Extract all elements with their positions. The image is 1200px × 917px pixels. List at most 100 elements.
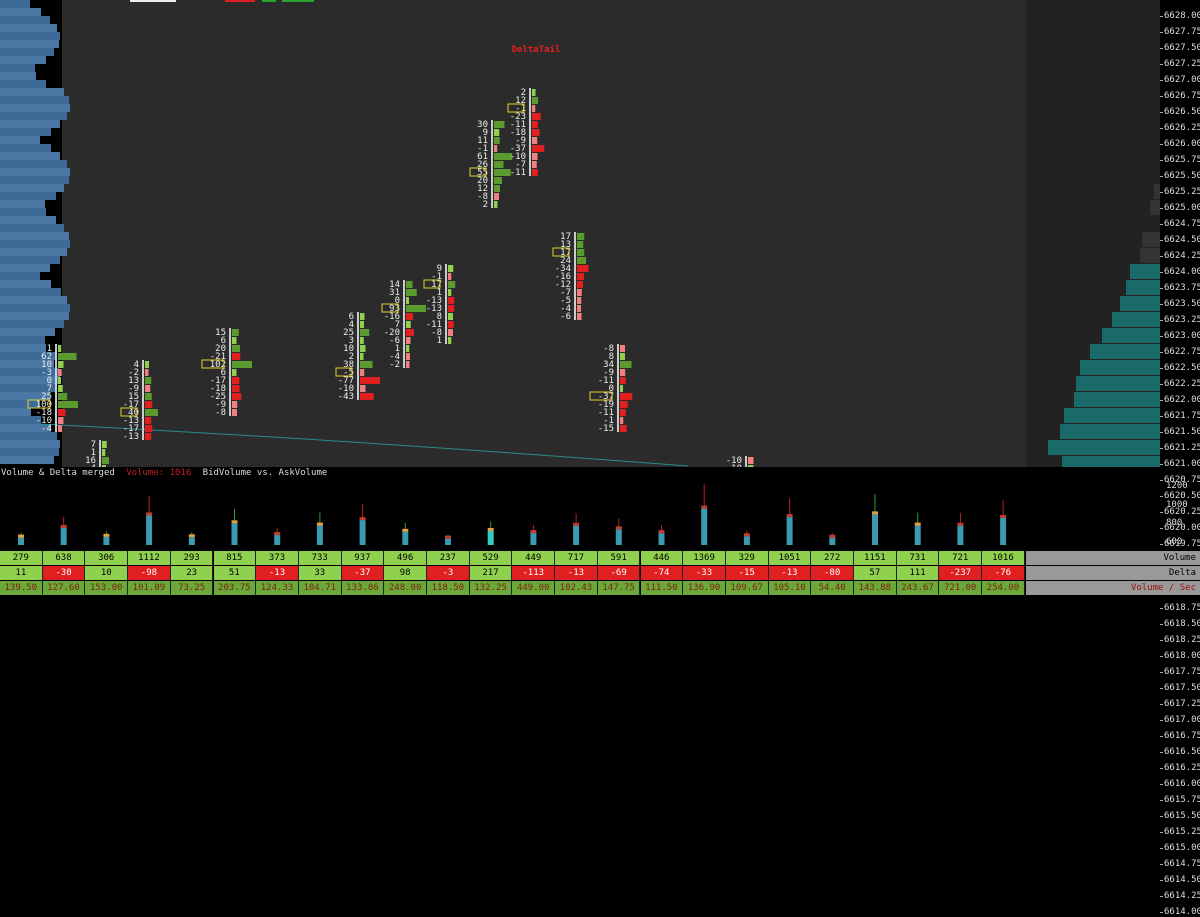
profile-bar [0, 104, 70, 112]
delta-value: 1 [437, 336, 442, 346]
delta-bar [448, 321, 454, 328]
price-tick-mark [1160, 240, 1163, 241]
volume-bar-group [658, 525, 665, 545]
delta-value: 15 [128, 392, 139, 402]
price-tick-label: 6623.25 [1164, 315, 1200, 325]
profile-bar [0, 168, 70, 176]
toolbar-tab-red[interactable] [225, 0, 255, 2]
profile-bar [0, 96, 69, 104]
delta-cap [872, 511, 878, 515]
volume-bar-group [60, 516, 67, 545]
delta-cap [914, 522, 921, 526]
delta-value: -10 [510, 152, 526, 162]
delta-bar [448, 265, 454, 272]
price-axis[interactable]: 6628.00 6627.75 6627.50 6627.25 6627.00 6626.… [1160, 0, 1200, 917]
delta-cap [957, 522, 964, 526]
delta-bar [620, 425, 627, 432]
delta-bar [494, 129, 500, 136]
delta-cell: -13 [768, 566, 812, 580]
volume_per_sec-cell: 449.00 [512, 581, 556, 595]
delta-value: 10 [731, 464, 742, 467]
delta-bar [232, 345, 240, 352]
price-tick-mark [1160, 112, 1163, 113]
price-tick-label: 6617.50 [1164, 683, 1200, 693]
delta-bar [360, 345, 366, 352]
price-tick-label: 6616.00 [1164, 779, 1200, 789]
delta-bar [145, 393, 152, 400]
profile-bar [0, 48, 54, 56]
toolbar-tab-green-small[interactable] [262, 0, 276, 2]
profile-bar [0, 416, 41, 424]
delta-bar [532, 105, 536, 112]
delta-bar [360, 393, 374, 400]
price-tick-mark [1160, 128, 1163, 129]
delta-cell: -3 [427, 566, 470, 580]
price-tick-label: 6614.75 [1164, 859, 1200, 869]
delta-value: -6 [389, 336, 400, 346]
price-tick-mark [1160, 192, 1163, 193]
delta-value: 25 [41, 392, 52, 402]
delta-cap [786, 514, 793, 518]
footprint-chart[interactable]: DeltaTail65-423671-204-4-116210-30725100… [0, 0, 1160, 467]
delta-bar [406, 353, 410, 360]
volume-bar-group [316, 512, 323, 545]
volume_per_sec-cell: 139.50 [0, 581, 43, 595]
delta-bar [494, 201, 498, 208]
delta-value: -13 [123, 416, 139, 426]
price-tick-mark [1160, 720, 1163, 721]
volume-bar [103, 536, 110, 545]
price-tick-mark [1160, 544, 1163, 545]
price-tick-label: 6614.50 [1164, 875, 1200, 885]
delta-value: 0 [47, 376, 52, 386]
delta-bar [532, 113, 541, 120]
delta-bar [145, 385, 151, 392]
poc-box [27, 399, 51, 409]
delta-cap [615, 526, 622, 530]
profile-bar [0, 304, 70, 312]
price-tick-label: 6614.00 [1164, 907, 1200, 917]
delta-value: 14 [389, 280, 400, 290]
profile-bar [0, 128, 51, 136]
delta-value: -13 [426, 296, 442, 306]
price-tick-mark [1160, 880, 1163, 881]
volume-bar [957, 525, 964, 545]
delta-bar [58, 425, 62, 432]
delta-bar [494, 121, 505, 128]
volume_per_sec-row-label: Volume / Sec [1026, 581, 1200, 595]
delta-bar [532, 145, 545, 152]
delta-value: 31 [389, 288, 400, 298]
price-tick-mark [1160, 208, 1163, 209]
delta-cap [402, 528, 409, 532]
delta-value: -25 [210, 392, 226, 402]
volume-cell: 638 [42, 551, 86, 565]
volume-cell: 306 [85, 551, 129, 565]
volume_per_sec-cell: 143.88 [854, 581, 897, 595]
delta-value: -9 [515, 136, 526, 146]
delta-bar [406, 305, 426, 312]
price-tick-label: 6620.25 [1164, 507, 1200, 517]
delta-bar [232, 377, 240, 384]
volume-bar [188, 537, 195, 545]
price-tick-label: 6619.75 [1164, 539, 1200, 549]
volume-cell: 279 [0, 551, 43, 565]
delta-value: 9 [437, 264, 442, 274]
candle-wick [529, 88, 531, 176]
price-tick-mark [1160, 640, 1163, 641]
delta-bar [577, 233, 585, 240]
volume-bar-group [872, 494, 878, 545]
poc-box [589, 391, 613, 401]
volume-bar [658, 533, 665, 545]
delta-value: 0 [609, 384, 614, 394]
volume-delta-pane[interactable] [0, 467, 1160, 550]
profile-bar [0, 32, 60, 40]
toolbar-tab-green[interactable] [282, 0, 314, 2]
delta-bar [232, 385, 240, 392]
profile-bar [0, 120, 60, 128]
price-tick-label: 6623.75 [1164, 283, 1200, 293]
profile-bar [0, 224, 64, 232]
delta-value: 2 [521, 88, 526, 98]
toolbar-tab-white[interactable] [130, 0, 176, 2]
price-tick-label: 6622.25 [1164, 379, 1200, 389]
delta-bar [232, 361, 252, 368]
price-tick-mark [1160, 304, 1163, 305]
